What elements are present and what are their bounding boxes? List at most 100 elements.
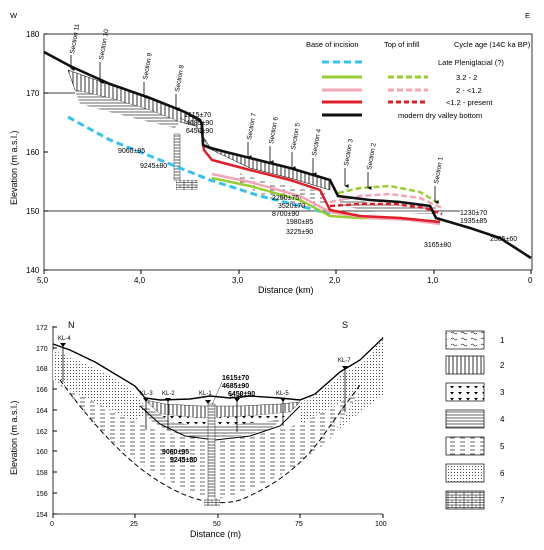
top-infill-c12 <box>329 202 443 216</box>
date-6450: 6450±90 <box>186 128 213 135</box>
legend-row-c32: 3.2 - 2 <box>456 73 477 82</box>
date-4685: 4685±90 <box>186 120 213 127</box>
section-label-7: Section 7 <box>246 112 258 140</box>
channel-fill-middle <box>160 412 290 426</box>
bottom-y-tick-162: 162 <box>36 429 48 436</box>
slope-fill-north <box>53 350 150 440</box>
bottom-x-tick-100: 100 <box>375 521 387 528</box>
top-y-tick-170: 170 <box>26 89 40 98</box>
ground-surface <box>52 337 384 401</box>
top-legend: Base of incision Top of infill Cycle age… <box>306 40 531 120</box>
legend-row-c2: 2 - <1.2 <box>456 86 482 95</box>
core-log-section8 <box>173 133 181 181</box>
top-x-tick-1: 1,0 <box>427 276 439 285</box>
top-y-tick-160: 160 <box>26 148 40 157</box>
top-y-tick-150: 150 <box>26 207 40 216</box>
lithology-key: 1 2 3 4 5 6 7 <box>445 330 505 510</box>
bottom-y-tick-164: 164 <box>36 408 48 415</box>
longitudinal-profile: W E 180 170 160 150 140 Elevation (m a.s… <box>9 11 533 295</box>
top-radiocarbon-dates: 1615±70 4685±90 6450±90 9060±95 9245±80 … <box>118 112 517 249</box>
legend-col-top: Top of infill <box>384 40 420 49</box>
top-x-tick-4: 4,0 <box>134 276 146 285</box>
bottom-date-1615: 1615±70 <box>222 375 249 382</box>
key-swatch-3 <box>445 382 485 402</box>
section-label-5: Section 5 <box>290 122 302 150</box>
legend-row-modern: modern dry valley bottom <box>398 111 482 120</box>
bottom-date-9060: 9060±95 <box>162 449 189 456</box>
bottom-date-9245: 9245±80 <box>170 457 197 464</box>
compass-north: N <box>68 320 75 330</box>
bottom-y-tick-156: 156 <box>36 491 48 498</box>
date-1615: 1615±70 <box>184 112 211 119</box>
bottom-y-tick-168: 168 <box>36 366 48 373</box>
compass-west: W <box>10 11 18 20</box>
base-incision-c12 <box>201 143 441 224</box>
core-log-kl1-base <box>204 498 220 506</box>
gravel-lens <box>176 180 198 190</box>
date-3520: 3520±70 <box>278 203 305 210</box>
bottom-y-tick-166: 166 <box>36 387 48 394</box>
key-swatch-1 <box>445 330 485 350</box>
key-label-4: 4 <box>500 415 505 424</box>
legend-col-base: Base of incision <box>306 40 359 49</box>
key-swatch-2 <box>445 355 485 375</box>
top-y-tick-140: 140 <box>26 266 40 275</box>
borehole-kl3: KL-3 <box>140 391 153 397</box>
date-1980: 1980±85 <box>286 219 313 226</box>
date-1230: 1230±70 <box>460 210 487 217</box>
section-label-9: Section 9 <box>142 52 154 80</box>
top-y-ticks: 180 170 160 150 140 <box>26 30 48 275</box>
borehole-kl2: KL-2 <box>162 391 175 397</box>
section-label-3: Section 3 <box>343 138 355 166</box>
legend-row-c12: <1.2 - present <box>446 98 493 107</box>
compass-east: E <box>525 11 530 20</box>
section-label-1: Section 1 <box>433 156 445 184</box>
legend-col-cycle: Cycle age (14C ka BP) <box>454 40 531 49</box>
key-label-1: 1 <box>500 336 505 345</box>
top-y-axis-label: Elevation (m a.s.l.) <box>9 130 19 205</box>
bottom-y-tick-172: 172 <box>36 325 48 332</box>
date-3225: 3225±90 <box>286 229 313 236</box>
section-label-6: Section 6 <box>268 116 280 144</box>
bottom-y-tick-160: 160 <box>36 449 48 456</box>
top-x-ticks: 5,0 4,0 3,0 2,0 1,0 0 <box>37 270 533 285</box>
section-label-11: Section 11 <box>69 23 81 54</box>
top-x-tick-0: 0 <box>528 276 533 285</box>
modern-dry-valley-bottom <box>43 50 532 260</box>
bottom-y-ticks: 172 170 168 166 164 162 160 158 156 154 <box>36 325 57 519</box>
key-swatch-6 <box>445 463 485 483</box>
compass-south: S <box>342 320 348 330</box>
key-label-7: 7 <box>500 496 505 505</box>
legend-row-pleniglacial: Late Pleniglacial (?) <box>438 58 504 67</box>
bottom-date-4685: 4685±90 <box>222 383 249 390</box>
bottom-radiocarbon-dates: 1615±70 4685±90 6450±90 9060±95 9245±80 <box>162 375 255 464</box>
bottom-y-tick-154: 154 <box>36 512 48 519</box>
date-2505: 2505±60 <box>490 236 517 243</box>
key-swatch-4 <box>445 409 485 429</box>
bedrock-dashed <box>59 379 361 504</box>
date-9245: 9245±80 <box>140 163 167 170</box>
key-swatch-7 <box>445 490 485 510</box>
channel-fill-top <box>144 399 301 419</box>
lower-reach-fill <box>340 198 436 214</box>
date-3165: 3165±80 <box>424 242 451 249</box>
borehole-kl4: KL-4 <box>58 336 71 342</box>
bottom-x-tick-75: 75 <box>295 521 303 528</box>
cross-section: N S 172 170 168 166 164 162 160 158 156 … <box>9 320 505 539</box>
borehole-kl5: KL-5 <box>276 391 289 397</box>
bottom-y-tick-158: 158 <box>36 470 48 477</box>
borehole-kl1: KL-1 <box>199 391 212 397</box>
channel-fill-base <box>140 404 280 438</box>
key-label-3: 3 <box>500 388 505 397</box>
bottom-date-6450: 6450±90 <box>228 391 255 398</box>
top-y-tick-180: 180 <box>26 30 40 39</box>
bottom-y-tick-170: 170 <box>36 346 48 353</box>
valley-fill-lower <box>75 90 180 128</box>
bottom-x-ticks: 0 25 50 75 100 <box>50 514 387 528</box>
top-infill-c32 <box>337 184 441 206</box>
bottom-x-axis-label: Distance (m) <box>190 529 241 539</box>
key-swatch-5 <box>445 436 485 456</box>
key-label-5: 5 <box>500 442 505 451</box>
top-x-tick-3: 3,0 <box>232 276 244 285</box>
